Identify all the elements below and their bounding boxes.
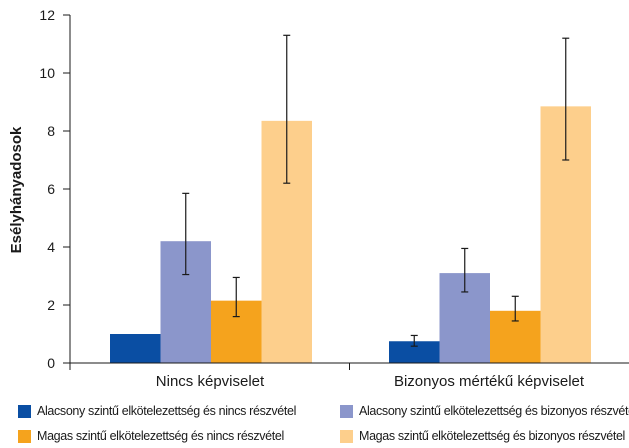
- legend-label-series-1: Alacsony szintű elkötelezettség és nincs…: [37, 404, 297, 418]
- x-category-label-1: Nincs képviselet: [156, 373, 265, 390]
- x-category-label-2: Bizonyos mértékű képviselet: [394, 373, 585, 390]
- bar-1-series-1: [110, 334, 161, 363]
- y-tick-label-8: 8: [47, 123, 55, 139]
- legend-item-series-1: Alacsony szintű elkötelezettség és nincs…: [18, 401, 296, 421]
- legend-item-series-4: Magas szintű elkötelezettség és bizonyos…: [340, 426, 625, 446]
- legend-item-series-3: Magas szintű elkötelezettség és nincs ré…: [18, 426, 284, 446]
- bars-layer: [110, 106, 591, 363]
- y-tick-label-0: 0: [47, 355, 55, 371]
- y-tick-label-6: 6: [47, 181, 55, 197]
- legend-swatch-series-2: [340, 404, 353, 418]
- bar-2-series-1: [389, 341, 440, 363]
- y-axis-title: Esélyhányadosok: [8, 126, 25, 253]
- legend-swatch-series-1: [18, 404, 31, 418]
- legend-label-series-2: Alacsony szintű elkötelezettség és bizon…: [359, 404, 629, 418]
- legend-label-series-3: Magas szintű elkötelezettség és nincs ré…: [37, 429, 284, 443]
- legend-label-series-4: Magas szintű elkötelezettség és bizonyos…: [359, 429, 625, 443]
- legend-item-series-2: Alacsony szintű elkötelezettség és bizon…: [340, 401, 629, 421]
- axes-layer: 0 2 4 6 8 10 12 Nincs képviselet Bizonyos mérték…: [39, 7, 629, 390]
- y-tick-label-4: 4: [47, 239, 55, 255]
- error-bars-layer: [182, 34, 570, 347]
- y-tick-label-10: 10: [39, 65, 55, 81]
- legend: Alacsony szintű elkötelezettség és nincs…: [18, 401, 629, 448]
- y-tick-label-12: 12: [39, 7, 55, 23]
- y-tick-label-2: 2: [47, 297, 55, 313]
- legend-swatch-series-4: [340, 429, 353, 443]
- legend-swatch-series-3: [18, 429, 31, 443]
